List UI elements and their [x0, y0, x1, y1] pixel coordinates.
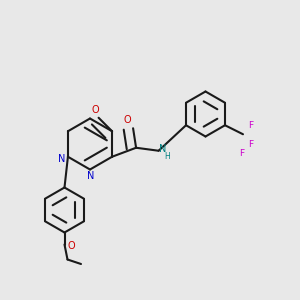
Text: O: O: [92, 105, 99, 115]
Text: F: F: [239, 149, 244, 158]
Text: O: O: [67, 241, 75, 251]
Text: N: N: [159, 144, 167, 154]
Text: F: F: [248, 140, 253, 149]
Text: H: H: [164, 152, 170, 161]
Text: F: F: [248, 121, 253, 130]
Text: N: N: [87, 171, 94, 181]
Text: N: N: [58, 154, 66, 164]
Text: O: O: [123, 115, 131, 125]
